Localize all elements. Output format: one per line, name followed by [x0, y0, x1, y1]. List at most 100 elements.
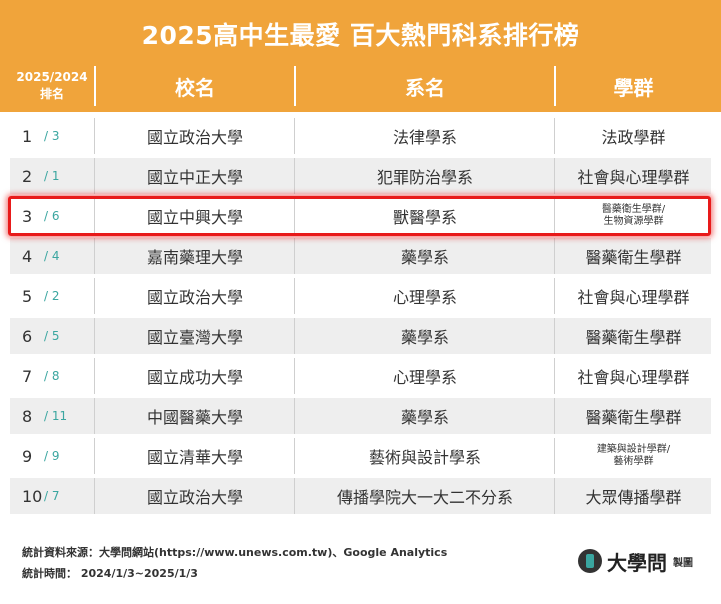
table-row: 7 / 8 國立成功大學 心理學系 社會與心理學群 — [10, 358, 711, 394]
group-name: 醫藥衛生學群 — [585, 248, 682, 267]
cell-divider — [94, 438, 95, 474]
table-row: 3 / 6 國立中興大學 獸醫學系 醫藥衛生學群/生物資源學群 — [10, 198, 711, 234]
department-name: 藥學系 — [400, 408, 449, 427]
previous-rank: / 8 — [44, 369, 60, 383]
cell-divider — [294, 118, 295, 154]
cell-divider — [554, 198, 555, 234]
group-name: 大眾傳播學群 — [585, 488, 682, 507]
previous-rank: / 3 — [44, 129, 60, 143]
table-row: 9 / 9 國立清華大學 藝術與設計學系 建築與設計學群/藝術學群 — [10, 438, 711, 474]
rank-cell: 7 / 8 — [10, 358, 94, 394]
school-name: 國立政治大學 — [146, 128, 243, 147]
cell-divider — [94, 358, 95, 394]
cell-divider — [554, 438, 555, 474]
rank-cell: 1 / 3 — [10, 118, 94, 154]
previous-rank: / 11 — [44, 409, 68, 423]
brand-name: 大學問 — [607, 550, 667, 575]
brand-logo: 大學問 製圖 — [578, 546, 718, 576]
header-banner — [0, 0, 721, 112]
school-name: 國立中正大學 — [146, 168, 243, 187]
department-name: 傳播學院大一大二不分系 — [336, 488, 513, 507]
cell-divider — [94, 398, 95, 434]
school-name: 國立臺灣大學 — [146, 328, 243, 347]
current-rank: 10 — [22, 486, 43, 506]
rank-cell: 4 / 4 — [10, 238, 94, 274]
school-name: 國立成功大學 — [146, 368, 243, 387]
previous-rank: / 9 — [44, 449, 60, 463]
school-name: 中國醫藥大學 — [146, 408, 243, 427]
cell-divider — [294, 158, 295, 194]
group-name: 社會與心理學群 — [577, 368, 690, 387]
group-name: 社會與心理學群 — [577, 288, 690, 307]
cell-divider — [554, 118, 555, 154]
cell-divider — [294, 478, 295, 514]
cell-divider — [94, 478, 95, 514]
group-name: 醫藥衛生學群 — [585, 408, 682, 427]
previous-rank: / 7 — [44, 489, 60, 503]
header-dept: 系名 — [405, 75, 445, 100]
table-row: 2 / 1 國立中正大學 犯罪防治學系 社會與心理學群 — [10, 158, 711, 194]
highlight-box — [8, 196, 711, 236]
cell-divider — [294, 198, 295, 234]
previous-rank: / 4 — [44, 249, 60, 263]
source-note: 統計資料來源：大學問網站(https://www.unews.com.tw)、G… — [22, 546, 448, 559]
header-rank: 2025/2024 排名 — [10, 60, 94, 112]
cell-divider — [554, 478, 555, 514]
cell-divider — [294, 398, 295, 434]
table-row: 6 / 5 國立臺灣大學 藥學系 醫藥衛生學群 — [10, 318, 711, 354]
cell-divider — [294, 318, 295, 354]
department-name: 心理學系 — [392, 368, 457, 387]
school-name: 國立政治大學 — [146, 488, 243, 507]
department-name: 獸醫學系 — [392, 208, 457, 227]
cell-divider — [294, 238, 295, 274]
group-name: 社會與心理學群 — [577, 168, 690, 187]
header-divider — [294, 66, 296, 106]
group-line1: 醫藥衛生學群/ — [601, 204, 666, 215]
department-name: 藝術與設計學系 — [368, 448, 481, 467]
school-name: 國立清華大學 — [146, 448, 243, 467]
rank-cell: 9 / 9 — [10, 438, 94, 474]
group-line1: 建築與設計學群/ — [596, 444, 671, 455]
rank-cell: 8 / 11 — [10, 398, 94, 434]
group-line2: 生物資源學群 — [603, 216, 664, 227]
current-rank: 8 — [22, 406, 33, 426]
header-divider — [554, 66, 556, 106]
department-name: 法律學系 — [392, 128, 457, 147]
header-divider — [94, 66, 96, 106]
header-group: 學群 — [613, 75, 654, 100]
cell-divider — [294, 358, 295, 394]
current-rank: 7 — [22, 366, 33, 386]
current-rank: 6 — [22, 326, 33, 346]
header-rank-line1: 2025/2024 — [16, 70, 88, 84]
previous-rank: / 5 — [44, 329, 60, 343]
current-rank: 5 — [22, 286, 33, 306]
school-name: 嘉南藥理大學 — [146, 248, 243, 267]
previous-rank: / 1 — [44, 169, 60, 183]
department-name: 藥學系 — [400, 328, 449, 347]
school-name: 國立政治大學 — [146, 288, 243, 307]
cell-divider — [554, 318, 555, 354]
cell-divider — [94, 278, 95, 314]
current-rank: 4 — [22, 246, 33, 266]
cell-divider — [94, 158, 95, 194]
table-row: 1 / 3 國立政治大學 法律學系 法政學群 — [10, 118, 711, 154]
cell-divider — [94, 198, 95, 234]
department-name: 犯罪防治學系 — [376, 168, 473, 187]
department-name: 心理學系 — [392, 288, 457, 307]
school-name: 國立中興大學 — [146, 208, 243, 227]
department-name: 藥學系 — [400, 248, 449, 267]
group-name: 醫藥衛生學群/生物資源學群 — [556, 198, 711, 234]
table-row: 8 / 11 中國醫藥大學 藥學系 醫藥衛生學群 — [10, 398, 711, 434]
cell-divider — [554, 358, 555, 394]
period-note: 統計時間： 2024/1/3~2025/1/3 — [22, 567, 198, 580]
rank-cell: 3 / 6 — [10, 198, 94, 234]
rank-cell: 10/ 7 — [10, 478, 94, 514]
cell-divider — [294, 278, 295, 314]
cell-divider — [554, 238, 555, 274]
current-rank: 2 — [22, 166, 33, 186]
brand-tag: 製圖 — [673, 557, 693, 569]
table-row: 4 / 4 嘉南藥理大學 藥學系 醫藥衛生學群 — [10, 238, 711, 274]
cell-divider — [294, 438, 295, 474]
group-line2: 藝術學群 — [613, 456, 654, 467]
table-row: 5 / 2 國立政治大學 心理學系 社會與心理學群 — [10, 278, 711, 314]
